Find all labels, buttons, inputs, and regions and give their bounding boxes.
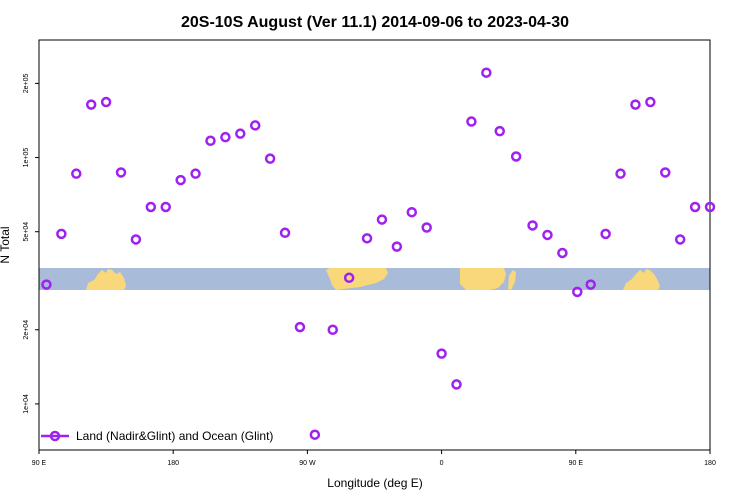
data-point <box>235 128 246 139</box>
data-point <box>572 286 583 298</box>
data-point <box>361 233 373 244</box>
data-point <box>85 99 97 110</box>
land-south-america <box>326 268 388 290</box>
plot-frame <box>38 39 711 451</box>
data-point <box>190 168 201 179</box>
data-point <box>451 379 462 390</box>
data-point <box>436 348 447 359</box>
data-point <box>294 321 306 333</box>
data-point <box>205 135 216 146</box>
background-map-strip <box>39 268 710 290</box>
data-point <box>660 167 671 178</box>
y-tick-label: 5e+04 <box>23 222 30 242</box>
y-tick-label: 2e+05 <box>23 73 30 93</box>
data-point <box>466 116 477 127</box>
x-tick-label: 180 <box>167 460 179 467</box>
data-point <box>279 227 291 239</box>
x-tick-label: 90 E <box>32 460 47 467</box>
data-point <box>175 174 186 186</box>
data-point <box>145 201 157 213</box>
data-point <box>481 67 492 78</box>
y-tick-label: 1e+04 <box>23 394 30 414</box>
y-axis: 1e+04 2e+04 5e+04 1e+05 2e+05 <box>23 73 39 414</box>
chart-title: 20S-10S August (Ver 11.1) 2014-09-06 to … <box>181 14 569 31</box>
data-point <box>557 247 568 259</box>
land-australia-right <box>623 269 660 290</box>
data-point <box>343 272 355 284</box>
data-point <box>645 96 656 108</box>
data-point <box>585 279 596 290</box>
data-point <box>327 324 338 335</box>
data-point <box>220 131 231 143</box>
data-point <box>160 201 171 213</box>
data-point <box>674 234 686 245</box>
data-point <box>494 125 506 137</box>
land-madagascar <box>508 270 516 290</box>
data-point <box>249 120 261 131</box>
data-point <box>527 220 538 231</box>
data-point <box>510 151 522 162</box>
y-tick-label: 1e+05 <box>23 148 30 168</box>
x-axis: 90 E 180 90 W 0 90 E 180 <box>32 450 716 467</box>
data-point <box>376 214 388 225</box>
data-point <box>264 153 276 164</box>
data-point <box>615 168 626 179</box>
data-point <box>130 234 142 245</box>
data-point <box>406 206 418 218</box>
y-axis-label: N Total <box>0 226 12 263</box>
legend: Land (Nadir&Glint) and Ocean (Glint) <box>41 429 273 443</box>
data-point <box>600 228 611 240</box>
data-point <box>542 229 553 241</box>
data-point <box>115 167 127 178</box>
data-point <box>41 279 52 290</box>
data-point <box>630 99 641 110</box>
data-point <box>100 96 112 108</box>
data-point <box>689 201 701 213</box>
data-point <box>71 168 82 179</box>
data-point <box>56 228 67 240</box>
x-tick-label: 90 E <box>569 460 584 467</box>
land-africa <box>460 268 506 290</box>
x-tick-label: 90 W <box>299 460 316 467</box>
y-tick-label: 2e+04 <box>23 320 30 340</box>
x-tick-label: 0 <box>440 460 444 467</box>
data-point <box>704 201 716 213</box>
series-points <box>41 67 716 440</box>
data-point <box>309 429 321 440</box>
x-tick-label: 180 <box>704 460 716 467</box>
x-axis-label: Longitude (deg E) <box>327 476 422 490</box>
data-point <box>421 222 432 233</box>
land-australia-left <box>86 269 126 290</box>
legend-label: Land (Nadir&Glint) and Ocean (Glint) <box>76 429 273 443</box>
legend-marker <box>49 430 61 442</box>
data-point <box>391 241 403 252</box>
